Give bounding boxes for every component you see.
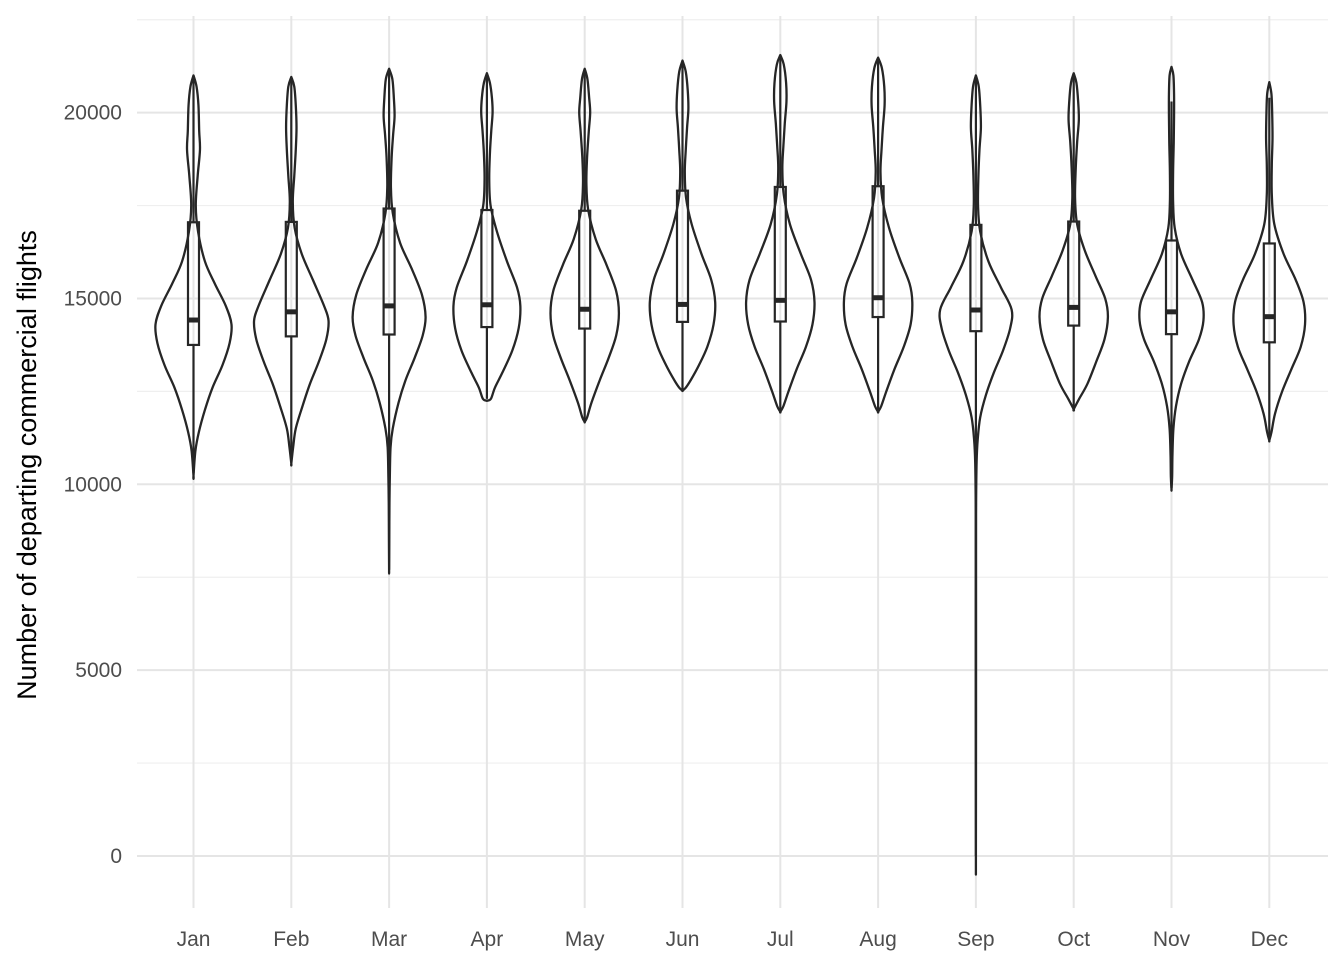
violin-aug [842,56,914,414]
violin-jan [154,74,233,481]
violin-jul [744,53,816,414]
violin-apr [452,72,522,403]
y-tick-label: 15000 [64,287,122,310]
violin-outline [252,75,330,467]
x-tick-label: Jul [767,928,794,951]
iqr-box [382,207,396,336]
iqr-box [480,208,494,329]
iqr-box [1164,239,1179,336]
x-tick-label: Mar [371,928,407,951]
violin-outline [549,67,621,424]
violin-feb [252,75,330,467]
y-axis-ticks: 0 5000 10000 15000 20000 [64,102,122,868]
violin-sep [938,74,1014,876]
iqr-box [969,223,983,333]
y-tick-label: 20000 [64,102,122,125]
violin-outline [1038,72,1110,412]
x-tick-label: Feb [273,928,309,951]
iqr-box [186,221,201,347]
violin-outline [1232,81,1307,443]
iqr-box [284,220,298,338]
violin-jun [648,59,717,393]
violin-mar [351,67,427,575]
x-axis-ticks: Jan Feb Mar Apr May Jun Jul Aug Sep Oct Nov Dec [177,928,1288,951]
violin-oct [1038,72,1110,412]
violin-outline [452,72,522,403]
x-tick-label: Jun [666,928,700,951]
violin-may [549,67,621,424]
x-tick-label: May [565,928,605,951]
y-tick-label: 5000 [75,659,122,682]
iqr-box [1067,220,1081,327]
y-axis-title: Number of departing commercial flights [12,230,42,700]
x-tick-label: Apr [471,928,504,951]
violin-outline [648,59,717,393]
iqr-box [675,189,690,323]
violin-outline [744,53,816,414]
x-tick-label: Jan [177,928,211,951]
violin-outline [938,74,1014,876]
violin-outline [154,74,233,481]
y-tick-label: 10000 [64,473,122,496]
iqr-box [871,185,885,319]
x-tick-label: Dec [1251,928,1288,951]
violin-outline [351,67,427,575]
violin-outline [1138,65,1205,492]
violins [154,53,1307,876]
x-tick-label: Sep [957,928,994,951]
iqr-box [773,185,787,323]
y-tick-label: 0 [110,845,122,868]
x-tick-label: Nov [1153,928,1191,951]
x-tick-label: Aug [859,928,896,951]
iqr-box [1262,242,1276,344]
x-tick-label: Oct [1057,928,1090,951]
iqr-box [578,209,592,330]
grid [137,16,1328,908]
violin-dec [1232,81,1307,443]
violin-outline [842,56,914,414]
violin-nov [1138,65,1205,492]
